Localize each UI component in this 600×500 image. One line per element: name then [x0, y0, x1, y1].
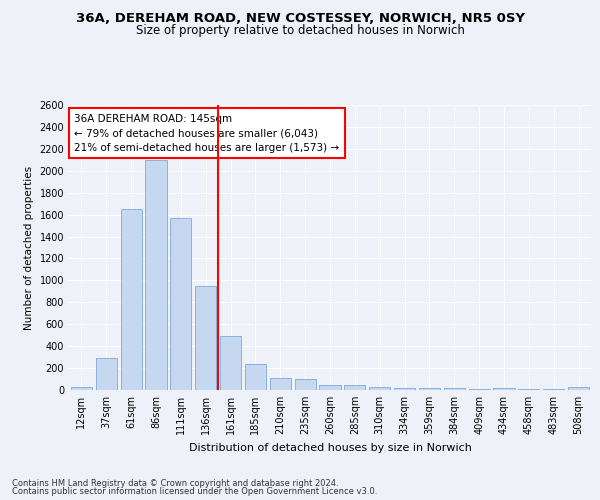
- Bar: [568, 388, 589, 390]
- Bar: [195, 286, 216, 390]
- Bar: [295, 379, 316, 390]
- Bar: [245, 364, 266, 390]
- Bar: [220, 336, 241, 390]
- Bar: [369, 386, 390, 390]
- X-axis label: Distribution of detached houses by size in Norwich: Distribution of detached houses by size …: [188, 442, 472, 452]
- Bar: [270, 378, 291, 390]
- Bar: [96, 358, 117, 390]
- Bar: [121, 209, 142, 390]
- Bar: [344, 384, 365, 390]
- Text: Contains HM Land Registry data © Crown copyright and database right 2024.: Contains HM Land Registry data © Crown c…: [12, 478, 338, 488]
- Bar: [170, 218, 191, 390]
- Text: Contains public sector information licensed under the Open Government Licence v3: Contains public sector information licen…: [12, 487, 377, 496]
- Bar: [419, 388, 440, 390]
- Text: Size of property relative to detached houses in Norwich: Size of property relative to detached ho…: [136, 24, 464, 37]
- Text: 36A, DEREHAM ROAD, NEW COSTESSEY, NORWICH, NR5 0SY: 36A, DEREHAM ROAD, NEW COSTESSEY, NORWIC…: [76, 12, 524, 26]
- Bar: [145, 160, 167, 390]
- Bar: [71, 388, 92, 390]
- Bar: [394, 388, 415, 390]
- Text: 36A DEREHAM ROAD: 145sqm
← 79% of detached houses are smaller (6,043)
21% of sem: 36A DEREHAM ROAD: 145sqm ← 79% of detach…: [74, 114, 340, 153]
- Y-axis label: Number of detached properties: Number of detached properties: [24, 166, 34, 330]
- Bar: [493, 388, 515, 390]
- Bar: [444, 388, 465, 390]
- Bar: [319, 384, 341, 390]
